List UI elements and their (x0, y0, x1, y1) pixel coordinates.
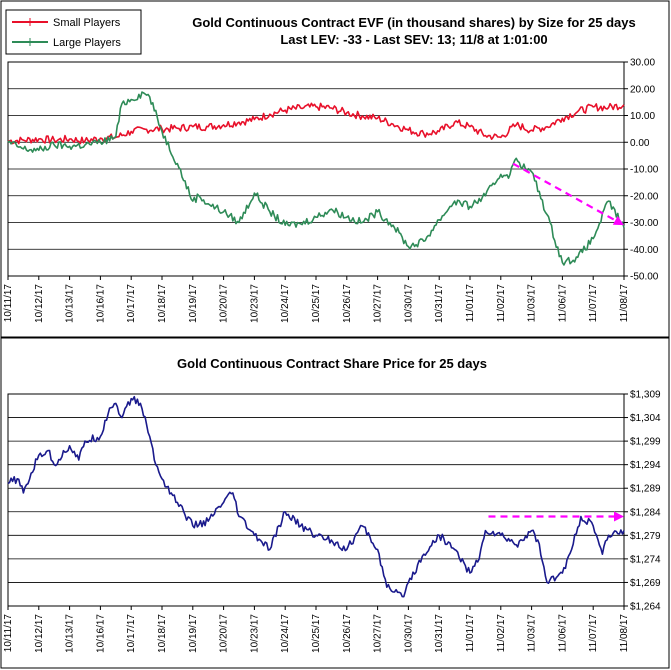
series-line-0-0 (8, 102, 625, 145)
x-tick-label-0-18: 11/06/17 (557, 284, 568, 323)
x-tick-label-0-11: 10/26/17 (342, 284, 353, 323)
x-tick-label-1-0: 10/11/17 (3, 614, 14, 653)
y-tick-label-1-2: $1,299 (630, 437, 661, 448)
x-tick-label-0-6: 10/19/17 (188, 284, 199, 323)
legend-small-label: Small Players (53, 17, 121, 29)
x-tick-label-0-7: 10/20/17 (219, 284, 230, 323)
y-tick-label-0-5: -20.00 (630, 191, 659, 202)
top-chart-subtitle: Last LEV: -33 - Last SEV: 13; 11/8 at 1:… (280, 32, 547, 47)
legend: Small Players Large Players (5, 9, 142, 55)
y-tick-label-1-5: $1,284 (630, 507, 661, 518)
x-tick-label-1-5: 10/18/17 (157, 614, 168, 653)
x-tick-label-0-17: 11/03/17 (527, 284, 538, 323)
x-tick-label-1-20: 11/08/17 (619, 614, 630, 653)
x-tick-label-1-2: 10/13/17 (65, 614, 76, 653)
y-tick-label-0-2: 10.00 (630, 111, 655, 122)
y-tick-label-0-8: -50.00 (630, 272, 659, 283)
x-tick-label-0-5: 10/18/17 (157, 284, 168, 323)
y-tick-label-1-0: $1,309 (630, 390, 661, 401)
y-tick-label-0-6: -30.00 (630, 218, 659, 229)
x-tick-label-0-8: 10/23/17 (249, 284, 260, 323)
y-tick-label-0-3: 0.00 (630, 138, 650, 149)
x-tick-label-1-14: 10/31/17 (434, 614, 445, 653)
x-tick-label-1-7: 10/20/17 (219, 614, 230, 653)
annotation-arrow-line-0-0 (512, 162, 621, 224)
y-tick-label-0-7: -40.00 (630, 245, 659, 256)
x-tick-label-0-20: 11/08/17 (619, 284, 630, 323)
y-tick-label-1-9: $1,264 (630, 602, 661, 613)
x-tick-label-1-1: 10/12/17 (34, 614, 45, 653)
x-tick-label-1-18: 11/06/17 (557, 614, 568, 653)
y-tick-label-0-0: 30.00 (630, 58, 655, 69)
top-plot: 30.00 20.00 10.00 0.00 -10.00 -20.00 -30.00 -40… (3, 58, 659, 323)
x-tick-label-1-8: 10/23/17 (249, 614, 260, 653)
annotation-arrow-head-0-0 (612, 215, 624, 226)
x-tick-label-1-9: 10/24/17 (280, 614, 291, 653)
plot-area-1 (7, 393, 625, 607)
legend-box (5, 9, 142, 55)
x-tick-label-1-10: 10/25/17 (311, 614, 322, 653)
series-line-1-0 (7, 395, 625, 598)
annotation-arrow-head-1-0 (614, 511, 624, 522)
x-tick-label-1-15: 11/01/17 (465, 614, 476, 653)
x-tick-label-0-1: 10/12/17 (34, 284, 45, 323)
y-tick-label-1-3: $1,294 (630, 460, 661, 471)
x-tick-label-0-0: 10/11/17 (3, 284, 14, 323)
x-tick-label-1-16: 11/02/17 (496, 614, 507, 653)
x-tick-label-1-4: 10/17/17 (126, 614, 137, 653)
x-tick-label-0-2: 10/13/17 (65, 284, 76, 323)
x-tick-label-0-3: 10/16/17 (95, 284, 106, 323)
x-tick-label-1-17: 11/03/17 (527, 614, 538, 653)
x-tick-label-0-15: 11/01/17 (465, 284, 476, 323)
x-tick-label-0-4: 10/17/17 (126, 284, 137, 323)
y-tick-label-1-8: $1,269 (630, 578, 661, 589)
y-tick-label-1-4: $1,289 (630, 484, 661, 495)
x-tick-label-0-19: 11/07/17 (588, 284, 599, 323)
series-line-0-1 (7, 91, 625, 266)
y-tick-label-0-1: 20.00 (630, 84, 655, 95)
x-tick-label-1-11: 10/26/17 (342, 614, 353, 653)
x-tick-label-0-13: 10/30/17 (403, 284, 414, 323)
y-tick-label-1-6: $1,279 (630, 531, 661, 542)
x-tick-label-1-19: 11/07/17 (588, 614, 599, 653)
y-tick-label-0-4: -10.00 (630, 165, 659, 176)
y-tick-label-1-1: $1,304 (630, 413, 661, 424)
x-tick-label-0-14: 10/31/17 (434, 284, 445, 323)
y-tick-label-1-7: $1,274 (630, 554, 661, 565)
x-tick-label-0-16: 11/02/17 (496, 284, 507, 323)
x-tick-label-1-3: 10/16/17 (95, 614, 106, 653)
x-tick-label-1-12: 10/27/17 (373, 614, 384, 653)
x-tick-label-1-6: 10/19/17 (188, 614, 199, 653)
x-tick-label-0-9: 10/24/17 (280, 284, 291, 323)
top-chart-title: Gold Continuous Contract EVF (in thousan… (192, 15, 636, 30)
x-tick-label-1-13: 10/30/17 (403, 614, 414, 653)
bottom-chart-title: Gold Continuous Contract Share Price for… (177, 356, 487, 371)
x-tick-label-0-10: 10/25/17 (311, 284, 322, 323)
legend-large-label: Large Players (53, 37, 121, 49)
bottom-plot: $1,309 $1,304 $1,299 $1,294 $1,289 $1,284 $1,2… (3, 390, 661, 653)
x-tick-label-0-12: 10/27/17 (373, 284, 384, 323)
